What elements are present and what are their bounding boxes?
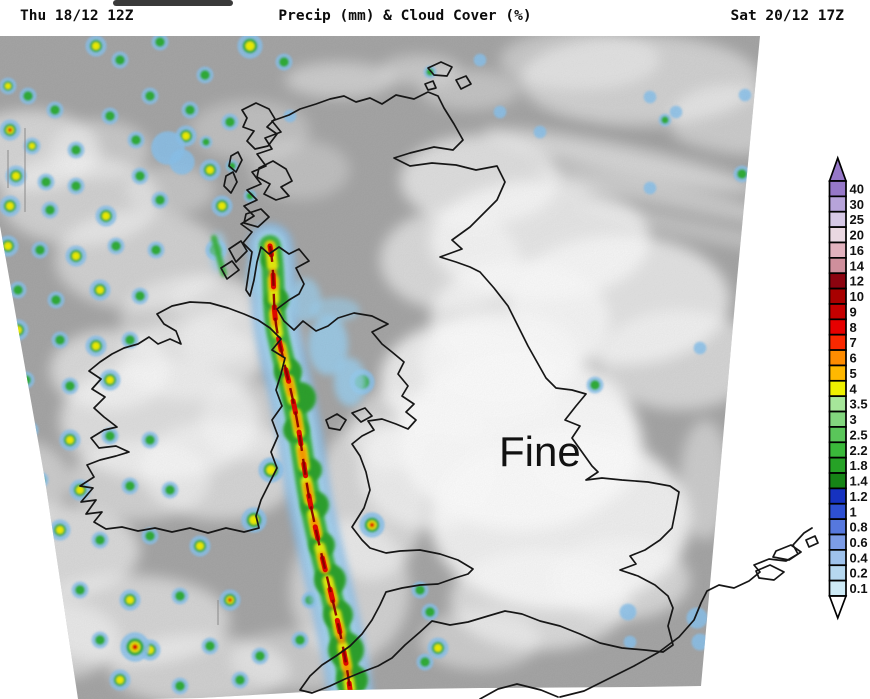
coastline-hebrides: [220, 102, 293, 280]
legend-value-label: 25: [850, 212, 864, 227]
legend-value-label: 0.4: [850, 550, 869, 565]
coastline-ireland: [79, 301, 286, 534]
legend-swatch: [828, 333, 847, 351]
header-valid-to: Sat 20/12 17Z: [730, 8, 845, 24]
legend-value-label: 0.1: [850, 581, 868, 596]
legend-value-label: 4: [850, 381, 858, 396]
legend-swatch: [828, 364, 847, 382]
header-valid-from: Thu 18/12 12Z: [20, 8, 134, 24]
legend-swatch: [828, 395, 847, 413]
legend-value-label: 10: [850, 289, 864, 304]
legend-value-label: 2.5: [850, 427, 868, 442]
legend-value-label: 14: [850, 258, 865, 273]
coastline-great-britain: [240, 91, 680, 694]
legend-swatch: [828, 487, 847, 505]
cloud-stipple-texture: [0, 36, 760, 699]
legend-value-label: 0.2: [850, 566, 868, 581]
weather-annotation-fine: Fine: [499, 428, 581, 475]
legend-value-label: 1.2: [850, 489, 868, 504]
legend-swatch: [828, 410, 847, 428]
legend-value-label: 40: [850, 181, 864, 196]
legend-swatch: [828, 349, 847, 367]
legend-value-label: 1.8: [850, 458, 868, 473]
window-top-artifact: [113, 0, 233, 6]
legend-value-label: 8: [850, 320, 857, 335]
legend-value-label: 2.2: [850, 443, 868, 458]
legend-swatch: [828, 472, 847, 490]
legend-swatch: [828, 549, 847, 567]
coastline-orkney: [424, 61, 472, 91]
legend-arrow-up: [828, 155, 848, 182]
legend-value-label: 3.5: [850, 397, 868, 412]
coastline-isle-of-man: [325, 413, 347, 431]
legend-swatch: [828, 426, 847, 444]
legend-swatch: [828, 180, 847, 198]
coastlines: [79, 61, 819, 699]
legend-swatch: [828, 456, 847, 474]
legend-value-label: 12: [850, 274, 864, 289]
header-title: Precip (mm) & Cloud Cover (%): [278, 8, 532, 24]
legend-swatch: [828, 303, 847, 321]
legend-value-label: 16: [850, 243, 864, 258]
legend-swatch: [828, 579, 847, 597]
legend-swatch: [828, 226, 847, 244]
legend-swatch: [828, 379, 847, 398]
legend-swatch: [828, 195, 847, 213]
legend-value-label: 3: [850, 412, 857, 427]
legend-swatch: [828, 518, 847, 536]
legend-value-label: 5: [850, 366, 857, 381]
coastline-anglesey: [351, 407, 373, 423]
legend-value-label: 9: [850, 304, 857, 319]
legend-value-label: 1: [850, 504, 857, 519]
legend-swatch: [828, 272, 847, 290]
legend-swatch: [828, 210, 847, 228]
legend-swatch: [828, 441, 847, 459]
legend-value-label: 7: [850, 335, 857, 350]
legend-swatch: [828, 287, 847, 305]
legend-swatch: [828, 318, 847, 336]
legend-value-label: 20: [850, 228, 864, 243]
legend-arrow-down: [828, 595, 848, 621]
coastline-continent: [479, 527, 819, 699]
legend-value-label: 0.8: [850, 520, 868, 535]
legend-swatch: [828, 257, 847, 275]
legend-swatch: [828, 564, 847, 582]
map-artifact-lines: [7, 128, 219, 625]
legend-swatch: [828, 502, 847, 520]
precip-scale-legend: 40302520161412109876543.532.52.21.81.41.…: [828, 155, 869, 621]
legend-value-label: 0.6: [850, 535, 868, 550]
legend-value-label: 1.4: [850, 474, 869, 489]
legend-swatch: [828, 241, 847, 259]
legend-swatch: [828, 533, 847, 551]
legend-value-label: 6: [850, 351, 857, 366]
legend-value-label: 30: [850, 197, 864, 212]
